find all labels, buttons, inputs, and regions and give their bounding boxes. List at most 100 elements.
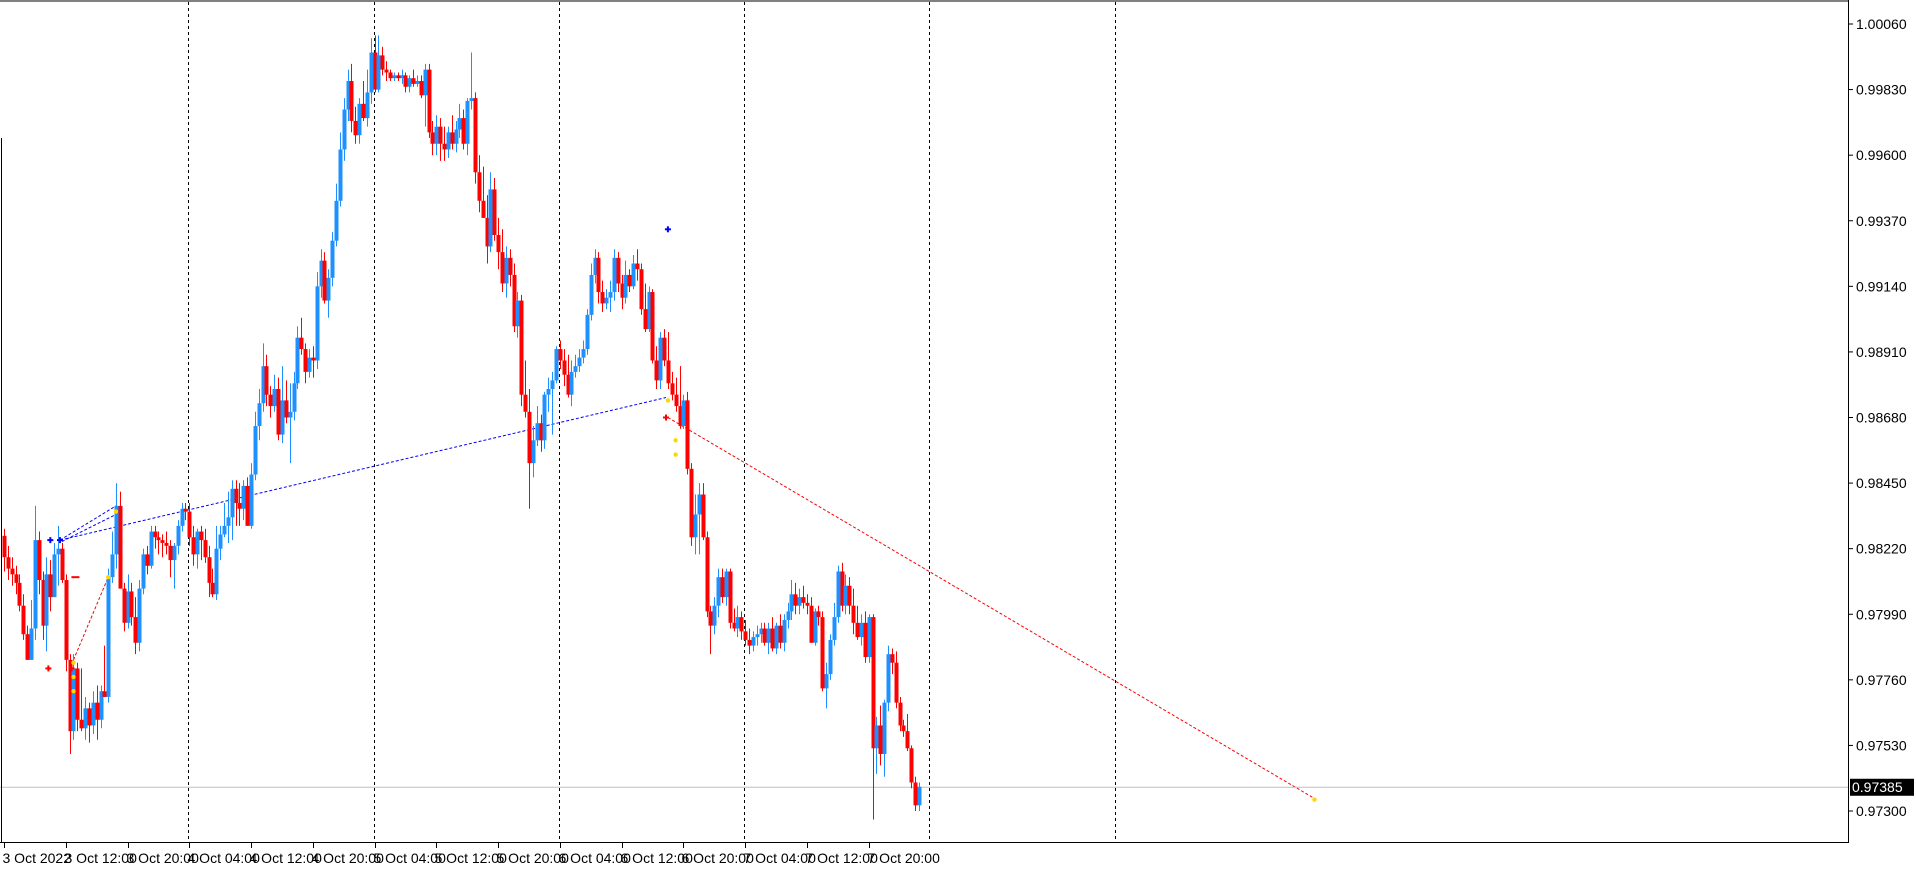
candle-body — [766, 628, 771, 643]
candle — [454, 120, 459, 153]
candle-body — [249, 474, 254, 526]
candle-body — [457, 118, 462, 130]
candle — [712, 597, 717, 635]
candle — [288, 383, 293, 464]
candle — [56, 525, 61, 586]
candle-body — [384, 69, 389, 73]
x-tick-label: 7 Oct 20:00 — [868, 850, 941, 866]
candle-body — [573, 366, 578, 372]
candle-body — [168, 545, 173, 561]
candle — [326, 269, 331, 318]
candle-body — [210, 582, 215, 595]
candle-body — [855, 622, 860, 638]
candle-body — [759, 628, 764, 635]
candle — [647, 286, 652, 332]
candle-body — [504, 257, 509, 284]
y-tick-label: 0.97760 — [1856, 672, 1907, 688]
candle-body — [539, 423, 544, 441]
candle-body — [593, 257, 598, 275]
candle-body — [68, 659, 73, 732]
candle — [207, 545, 212, 598]
candle-body — [280, 400, 285, 435]
candle — [106, 568, 111, 703]
candle — [365, 69, 370, 127]
candle-body — [257, 403, 262, 427]
candle — [218, 525, 223, 561]
candle-body — [762, 628, 767, 643]
candle-body — [755, 634, 760, 638]
candle — [477, 155, 482, 213]
candle — [728, 568, 733, 629]
candle — [438, 118, 443, 161]
candle — [554, 346, 559, 384]
candle — [407, 75, 412, 93]
x-tick-label: 7 Oct 12:00 — [806, 850, 879, 866]
candle-body — [816, 611, 821, 618]
candle-body — [569, 371, 574, 395]
candle — [83, 696, 88, 740]
candle-body — [678, 406, 683, 427]
candle-body — [581, 349, 586, 358]
candle-body — [890, 654, 895, 663]
candle — [434, 115, 439, 156]
candle — [349, 63, 354, 133]
candle — [732, 608, 737, 632]
plot-frame — [0, 0, 1849, 843]
candle — [37, 531, 42, 595]
y-tick-label: 0.99370 — [1856, 213, 1907, 229]
candle-body — [307, 357, 312, 372]
candle-body — [288, 411, 293, 418]
candle — [214, 525, 219, 600]
candle — [681, 394, 686, 429]
candle-body — [17, 582, 22, 606]
candle — [295, 326, 300, 389]
candle — [141, 548, 146, 595]
candle — [635, 249, 640, 281]
candle-body — [392, 75, 397, 79]
x-tick-label: 7 Oct 04:00 — [744, 850, 817, 866]
candle — [261, 343, 266, 412]
candle — [91, 691, 96, 735]
candle-body — [847, 585, 852, 606]
candle-body — [751, 637, 756, 646]
candle — [122, 582, 127, 632]
candle — [847, 577, 852, 615]
candle-body — [712, 605, 717, 626]
candle-body — [770, 628, 775, 649]
candle — [102, 645, 107, 697]
candle — [183, 503, 188, 521]
candle — [376, 35, 381, 93]
candle-body — [145, 554, 150, 566]
candle-body — [554, 349, 559, 381]
candle-body — [465, 100, 470, 144]
candle-body — [913, 782, 918, 806]
candle-body — [473, 98, 478, 173]
candle-body — [207, 557, 212, 583]
candle-body — [342, 109, 347, 150]
candle — [739, 611, 744, 640]
candle — [820, 611, 825, 692]
candle-body — [319, 260, 324, 287]
candle — [75, 662, 80, 732]
candle-body — [735, 617, 740, 629]
candle-body — [824, 674, 829, 689]
candle — [415, 75, 420, 87]
candle — [392, 72, 397, 82]
candle — [512, 263, 517, 332]
candle — [585, 309, 590, 355]
candle — [604, 289, 609, 310]
candle — [450, 115, 455, 150]
candle — [114, 483, 119, 569]
dot-marker — [106, 574, 111, 580]
candle — [110, 531, 115, 583]
candle-body — [261, 366, 266, 404]
signal-markers — [45, 226, 1317, 802]
cross-marker — [47, 537, 54, 544]
candle-body — [898, 702, 903, 726]
candle-body — [434, 126, 439, 144]
x-tick-label: 6 Oct 20:00 — [682, 850, 755, 866]
candle — [542, 391, 547, 449]
candle — [129, 582, 134, 626]
